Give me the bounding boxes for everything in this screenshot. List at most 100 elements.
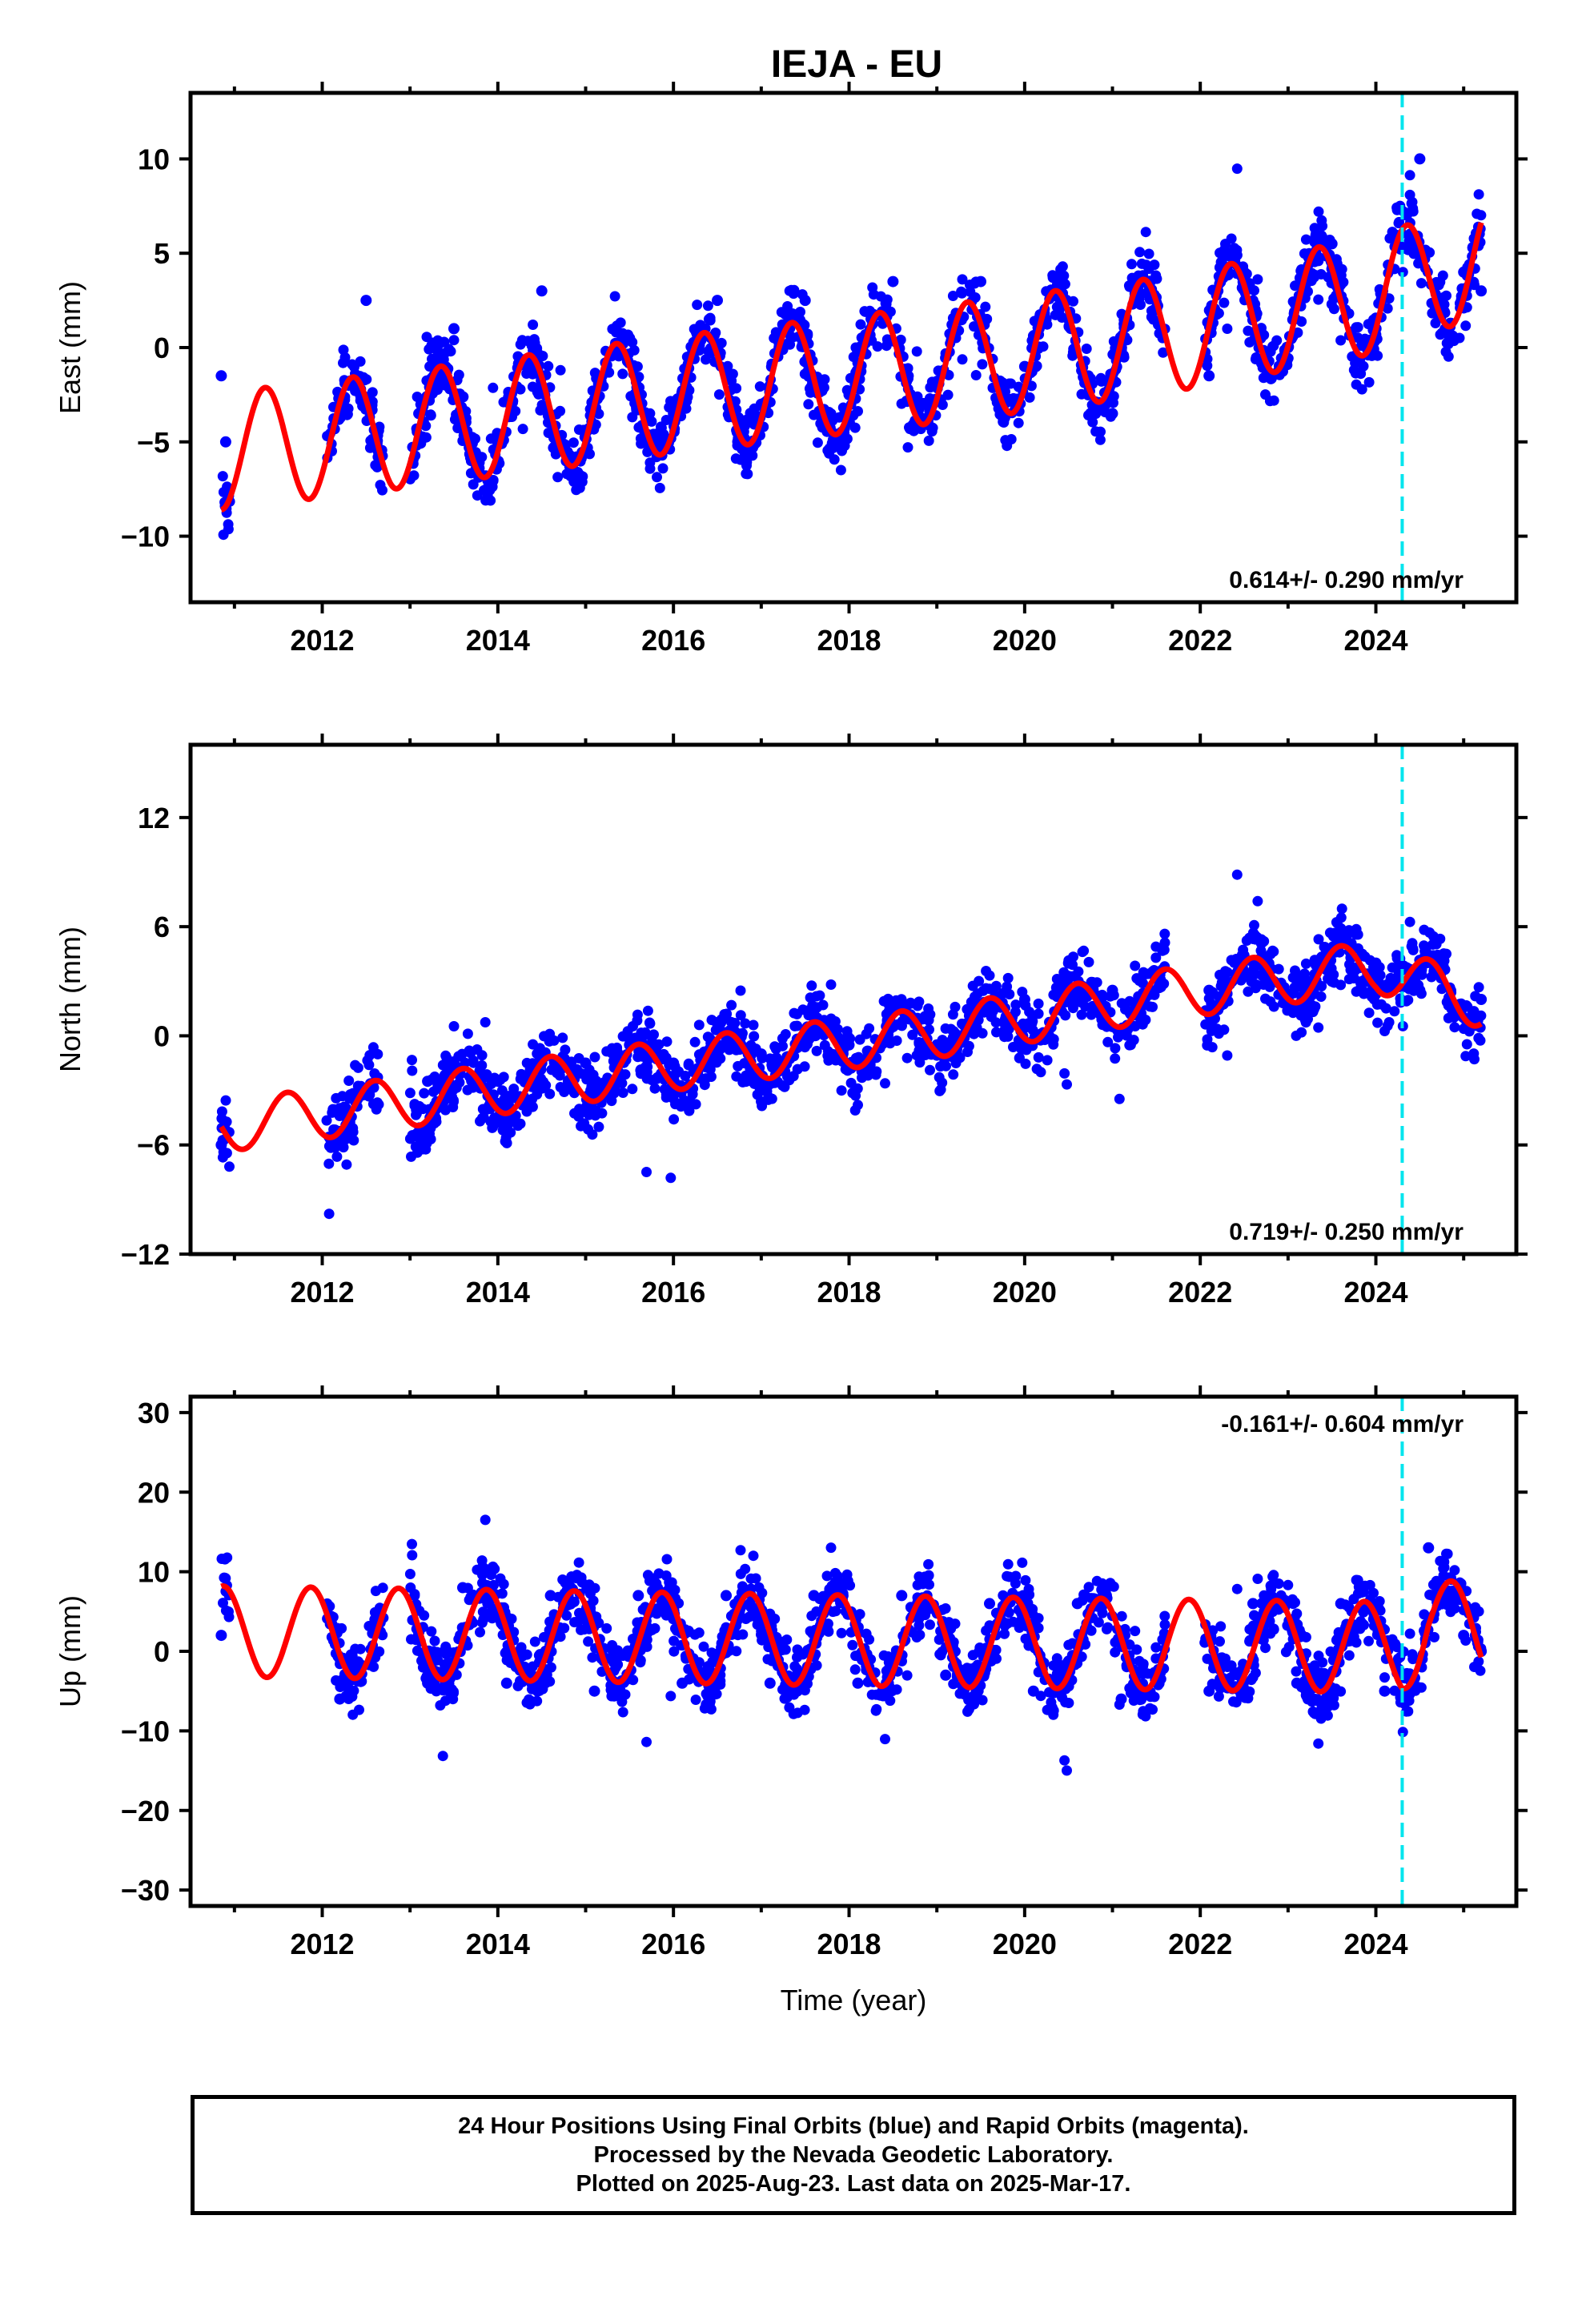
north-data-point [1076,1009,1087,1020]
north-data-point [1335,912,1347,923]
east-data-point [1000,435,1011,446]
north-data-point [780,1029,791,1039]
up-data-point [641,1736,652,1747]
north-data-point [658,1048,669,1059]
north-data-point [802,1005,813,1016]
north-data-point [1062,1079,1072,1090]
up-data-point [665,1691,677,1702]
up-data-point [1010,1578,1021,1589]
north-data-point [1058,967,1070,978]
east-data-point [1252,274,1263,285]
north-data-point [1391,950,1403,961]
north-data-point [1407,944,1419,955]
east-data-point [712,295,723,307]
north-data-point [1470,991,1481,1002]
east-data-point [616,332,627,344]
up-data-point [1116,1610,1127,1622]
up-data-point [1020,1574,1031,1586]
east-data-point [448,323,460,335]
north-y-tick-label: 12 [138,802,170,834]
east-data-point [835,464,846,476]
up-data-point [476,1555,488,1566]
east-data-point [1406,198,1417,209]
north-data-point [741,1076,752,1088]
north-data-point [981,966,992,976]
north-data-point [632,1009,643,1020]
east-data-point [713,389,725,400]
north-data-point [901,1052,913,1063]
east-data-point [517,424,528,435]
north-data-point [1083,956,1094,967]
east-data-point [1219,297,1230,308]
north-data-point [748,1019,759,1031]
east-data-point [521,368,532,379]
north-y-tick-label: −6 [137,1129,170,1162]
east-data-point [1222,324,1233,334]
north-data-point [878,995,889,1007]
east-data-point [998,413,1009,424]
east-data-point [1056,271,1067,282]
east-data-point [855,319,866,330]
north-data-point [1410,977,1421,988]
east-data-point [635,433,646,444]
east-data-point [1263,372,1275,383]
east-data-point [977,359,988,370]
north-data-point [1026,1018,1038,1029]
north-data-point [684,1105,695,1116]
up-data-point [573,1557,584,1568]
up-data-point [447,1684,457,1695]
up-data-point [1229,1668,1240,1679]
north-data-point [416,1143,427,1154]
north-data-point [1130,960,1141,971]
north-data-point [404,1088,416,1099]
north-data-point [1068,951,1078,963]
up-data-point [841,1574,853,1586]
north-data-point [1249,919,1259,931]
up-data-point [426,1626,437,1637]
up-data-point [1138,1706,1149,1717]
east-data-point [1203,370,1215,382]
east-data-point [1231,244,1243,255]
north-data-point [1260,993,1271,1004]
up-data-point [689,1629,701,1640]
east-data-point [789,284,800,296]
north-data-point [1462,1001,1473,1012]
up-data-point [1048,1709,1059,1720]
north-data-point [1435,933,1446,944]
up-data-point [825,1542,837,1554]
up-data-point [967,1650,978,1661]
north-data-point [1461,1039,1472,1050]
north-data-point [841,1031,853,1043]
up-data-point [614,1690,625,1701]
north-data-point [1203,993,1215,1004]
up-data-point [690,1695,701,1705]
up-data-point [750,1573,761,1584]
up-data-point [1060,1697,1071,1708]
up-data-point [779,1693,790,1704]
north-data-point [1231,869,1243,880]
east-data-point [1222,249,1233,260]
up-data-point [735,1545,746,1556]
up-data-point [500,1677,512,1689]
north-data-point [498,1072,509,1083]
up-data-point [1363,1635,1374,1647]
north-data-point [552,1068,563,1079]
east-data-point [1437,270,1448,281]
north-data-point [1468,1048,1480,1059]
up-data-point [923,1558,934,1570]
east-model-line [219,222,1484,513]
north-data-point [836,1085,847,1096]
up-data-point [1423,1542,1435,1554]
north-rate-label: 0.719+/- 0.250 mm/yr [1229,1219,1464,1245]
north-data-point [1273,963,1284,975]
up-data-point [1249,1610,1259,1621]
east-data-point [483,480,494,492]
east-data-point [803,399,814,410]
up-data-point [1407,1649,1418,1660]
east-data-point [1031,360,1042,372]
north-data-point [950,1058,962,1068]
east-data-point [1415,278,1427,289]
up-data-point [1110,1647,1121,1658]
up-data-point [701,1688,712,1699]
north-data-point [426,1074,437,1085]
